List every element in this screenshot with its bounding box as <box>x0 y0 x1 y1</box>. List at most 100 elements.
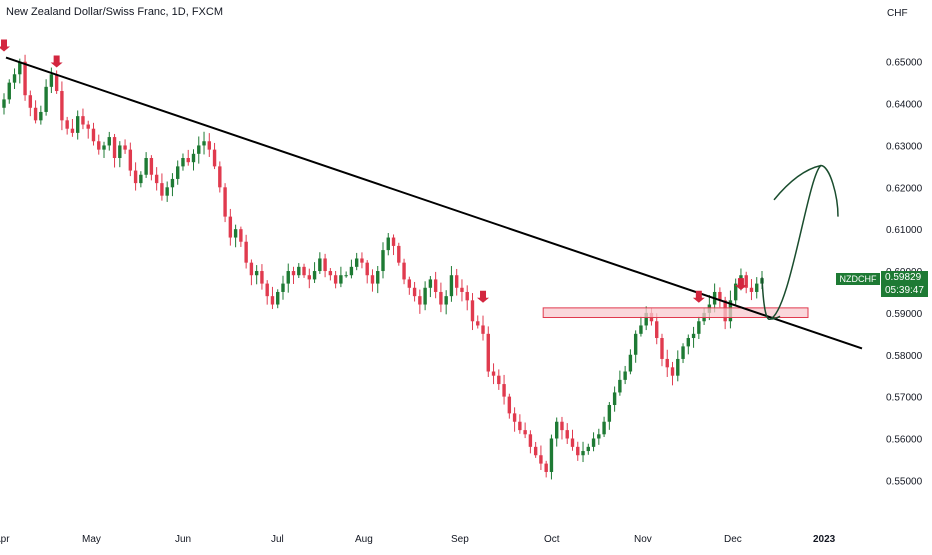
candle-body <box>360 258 364 263</box>
candle-body <box>176 166 180 179</box>
last-price-badge: 0.59829 <box>881 271 928 284</box>
candle-body <box>523 430 527 435</box>
candle-body <box>581 451 585 456</box>
candle-body <box>470 300 475 322</box>
candle-body <box>186 158 190 163</box>
x-tick-label: Dec <box>724 534 742 545</box>
candle-body <box>349 266 354 276</box>
candle-body <box>270 296 275 305</box>
candle-body <box>265 283 269 297</box>
candle-body <box>439 291 443 305</box>
candle-body <box>697 321 701 334</box>
candle-body <box>154 174 159 184</box>
candle-body <box>460 287 464 292</box>
candle-body <box>607 404 612 422</box>
candle-body <box>565 430 569 439</box>
y-tick-label: 0.63000 <box>886 141 923 152</box>
down-arrow-icon <box>734 278 747 291</box>
candle-body <box>670 367 675 376</box>
price-badge: NZDCHF 0.59829 05:39:47 <box>836 271 928 297</box>
candle-body <box>733 283 738 301</box>
y-tick-label: 0.62000 <box>886 183 923 194</box>
candle-body <box>433 279 438 292</box>
y-tick-label: 0.59000 <box>886 309 923 320</box>
candle-body <box>233 229 238 238</box>
candle-body <box>123 145 127 150</box>
candle-body <box>128 149 133 171</box>
candle-body <box>418 296 422 305</box>
candle-body <box>23 61 27 96</box>
x-tick-label: Nov <box>634 534 652 545</box>
candle-body <box>249 262 254 276</box>
candle-body <box>170 178 175 188</box>
candle-body <box>65 120 69 129</box>
y-tick-label: 0.55000 <box>886 476 923 487</box>
candle-body <box>686 338 691 347</box>
down-arrow-icon <box>50 55 63 68</box>
currency-label: CHF <box>887 8 908 19</box>
candle-body <box>491 371 496 376</box>
x-tick-label: May <box>82 534 101 545</box>
candle-body <box>555 421 559 439</box>
candle-body <box>518 421 522 431</box>
symbol-badge: NZDCHF <box>836 273 880 285</box>
candle-body <box>28 95 33 108</box>
candle-body <box>49 74 54 87</box>
candle-body <box>291 271 296 276</box>
candle-body <box>12 74 17 83</box>
candle-body <box>33 107 38 121</box>
candle-body <box>570 438 575 447</box>
candle-body <box>197 145 201 154</box>
candle-body <box>39 111 43 121</box>
candle-body <box>202 141 206 146</box>
candle-body <box>244 241 248 263</box>
candle-body <box>307 275 312 280</box>
candle-body <box>612 392 617 405</box>
y-tick-label: 0.61000 <box>886 225 923 236</box>
candle-body <box>2 99 6 108</box>
x-tick-label: Apr <box>0 534 10 545</box>
candle-body <box>586 446 590 452</box>
candle-body <box>312 271 317 280</box>
candle-body <box>576 446 580 456</box>
candle-body <box>386 237 390 251</box>
candle-body <box>102 145 106 150</box>
candle-body <box>181 158 185 167</box>
candle-body <box>465 291 469 301</box>
candle-body <box>239 229 243 242</box>
x-tick-label: 2023 <box>813 534 836 545</box>
candle-body <box>286 271 290 284</box>
candle-body <box>665 358 669 368</box>
candle-body <box>502 384 506 397</box>
candle-body <box>323 258 327 272</box>
candle-body <box>412 287 417 297</box>
candle-body <box>428 279 433 288</box>
x-tick-label: Sep <box>451 534 469 545</box>
candle-body <box>407 279 412 288</box>
candle-body <box>260 271 264 284</box>
candle-body <box>528 434 533 447</box>
candle-body <box>160 183 164 196</box>
candle-body <box>149 158 154 175</box>
candle-body <box>623 371 627 380</box>
x-tick-label: Jun <box>175 534 191 545</box>
candle-body <box>139 174 143 184</box>
candle-body <box>44 86 48 112</box>
candle-body <box>118 145 122 159</box>
resistance-zone <box>542 307 809 319</box>
candle-body <box>591 438 596 447</box>
candle-body <box>633 333 638 355</box>
candle-body <box>97 141 101 150</box>
candle-body <box>744 275 748 288</box>
x-tick-label: Oct <box>544 534 560 545</box>
candle-body <box>75 116 80 133</box>
y-axis: 0.650000.640000.630000.620000.610000.600… <box>886 58 923 488</box>
candle-body <box>207 141 211 150</box>
candle-body <box>397 245 401 263</box>
candle-body <box>597 434 601 439</box>
candle-body <box>370 275 375 284</box>
candle-body <box>655 321 659 339</box>
y-tick-label: 0.56000 <box>886 434 923 445</box>
candle-body <box>144 158 148 175</box>
